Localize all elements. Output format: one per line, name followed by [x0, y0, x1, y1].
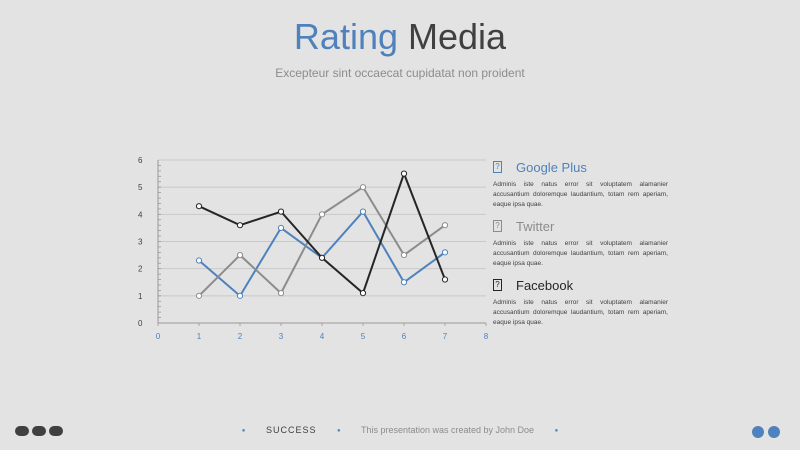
data-point-twitter — [236, 251, 244, 259]
bullet-icon: ● — [241, 427, 246, 434]
legend-description-twitter: Adminis iste natus error sit voluptatem … — [493, 240, 668, 267]
legend-label-facebook: Facebook — [516, 277, 574, 293]
slide-title: Rating Media — [0, 16, 800, 58]
data-point-facebook — [236, 222, 244, 229]
data-point-google-plus — [195, 257, 203, 264]
data-point-facebook — [441, 276, 449, 283]
y-tick-label: 3 — [138, 238, 143, 247]
legend-label-google-plus: Google Plus — [516, 159, 587, 175]
slide-nav-dots — [752, 426, 780, 438]
data-point-twitter — [318, 211, 326, 218]
slide-nav-pills — [15, 426, 63, 436]
nav-pill — [49, 426, 63, 436]
x-tick-label: 6 — [402, 332, 407, 341]
y-tick-label: 0 — [138, 319, 143, 328]
title-part-2: Media — [408, 16, 507, 57]
series-line-facebook — [198, 170, 446, 295]
nav-dot — [752, 426, 764, 438]
footer-credit: This presentation was created by John Do… — [360, 425, 535, 435]
data-point-google-plus — [277, 224, 285, 232]
data-point-facebook — [277, 208, 285, 215]
data-point-twitter — [195, 292, 203, 299]
x-tick-label: 2 — [238, 332, 243, 341]
data-point-facebook — [400, 170, 408, 177]
legend-google-plus: ? Google Plus Adminis iste natus error s… — [493, 158, 668, 210]
x-tick-label: 8 — [484, 332, 489, 341]
x-tick-label: 7 — [443, 332, 448, 341]
legend-description-google-plus: Adminis iste natus error sit voluptatem … — [493, 181, 668, 208]
footer-brand: SUCCESS — [265, 425, 317, 435]
y-tick-label: 2 — [138, 265, 143, 274]
nav-pill — [32, 426, 46, 436]
data-point-twitter — [400, 251, 408, 259]
footer: ● SUCCESS ● This presentation was create… — [0, 425, 800, 435]
nav-dot — [768, 426, 780, 438]
twitter-icon: ? — [493, 220, 502, 232]
x-tick-label: 1 — [197, 332, 202, 341]
legend-facebook: ? Facebook Adminis iste natus error sit … — [493, 276, 668, 328]
nav-pill — [15, 426, 29, 436]
legend-label-twitter: Twitter — [516, 218, 555, 234]
data-point-facebook — [359, 290, 367, 297]
facebook-icon: ? — [493, 279, 502, 291]
x-tick-label: 3 — [279, 332, 284, 341]
slide-subtitle: Excepteur sint occaecat cupidatat non pr… — [275, 66, 525, 80]
y-tick-label: 5 — [138, 183, 143, 192]
legend-twitter: ? Twitter Adminis iste natus error sit v… — [493, 217, 668, 269]
data-point-twitter — [277, 290, 285, 297]
x-tick-label: 4 — [320, 332, 325, 341]
data-point-facebook — [195, 203, 203, 210]
data-point-google-plus — [359, 208, 367, 215]
title-part-1: Rating — [293, 16, 398, 57]
data-point-google-plus — [236, 292, 244, 299]
y-tick-label: 4 — [138, 210, 143, 219]
legend-description-facebook: Adminis iste natus error sit voluptatem … — [493, 299, 668, 326]
y-tick-label: 1 — [138, 292, 143, 301]
data-point-twitter — [359, 184, 367, 191]
data-point-facebook — [318, 254, 326, 261]
bullet-icon: ● — [554, 427, 559, 434]
google-plus-icon: ? — [493, 161, 502, 173]
data-point-twitter — [441, 222, 449, 229]
x-tick-label: 5 — [361, 332, 366, 341]
y-tick-label: 6 — [138, 156, 143, 165]
data-point-google-plus — [441, 249, 449, 256]
x-tick-label: 0 — [156, 332, 161, 341]
data-point-google-plus — [400, 279, 408, 286]
bullet-icon: ● — [336, 427, 341, 434]
